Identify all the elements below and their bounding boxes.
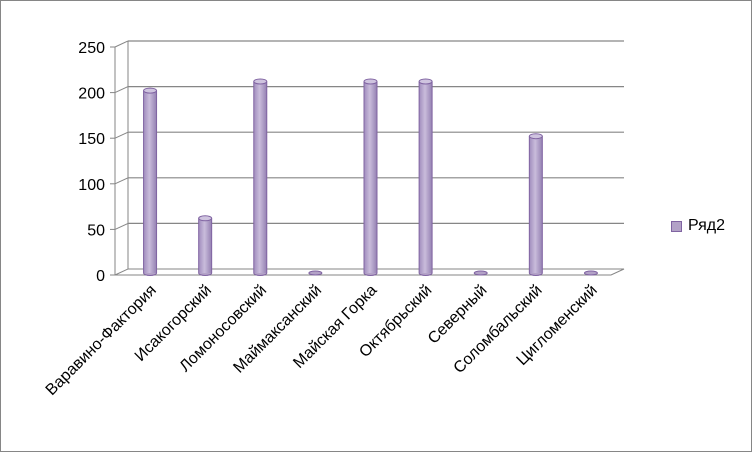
- bar-zero: [308, 270, 323, 276]
- legend: Ряд2: [671, 217, 725, 235]
- gridline-depth: [114, 222, 129, 230]
- bar-zero: [473, 270, 488, 276]
- bar: [308, 270, 323, 276]
- bar-top: [253, 78, 268, 85]
- bar-body: [529, 136, 543, 273]
- gridline-depth: [114, 40, 129, 48]
- bar-body: [253, 81, 267, 273]
- chart-floor: [114, 268, 625, 276]
- y-tick-label: 50: [87, 222, 105, 239]
- gridline-depth: [114, 177, 129, 185]
- bar: [253, 78, 268, 276]
- bar: [363, 78, 378, 276]
- bar-base: [528, 272, 543, 276]
- bar: [143, 87, 158, 276]
- bar-zero: [583, 270, 598, 276]
- bar-body: [364, 81, 377, 273]
- bar: [583, 270, 598, 276]
- bar: [418, 78, 433, 276]
- bar-top: [528, 133, 543, 140]
- gridline-depth: [114, 131, 129, 139]
- bar-base: [253, 272, 268, 276]
- bar-top: [418, 78, 433, 85]
- bar-top: [143, 87, 158, 94]
- chart-walls: [114, 41, 625, 276]
- y-tick-label: 250: [78, 40, 105, 57]
- x-category-label: Варавино-Фактория: [43, 282, 160, 399]
- bar: [528, 133, 543, 276]
- y-tick-label: 100: [78, 177, 105, 194]
- y-tick-label: 200: [78, 86, 105, 103]
- x-axis-categories: Варавино-ФакторияИсакогорскийЛомоносовск…: [43, 282, 601, 399]
- bar-top: [363, 78, 378, 85]
- bar-body: [198, 218, 212, 273]
- bar-base: [418, 272, 433, 276]
- bar: [198, 215, 213, 276]
- bar-base: [198, 272, 213, 276]
- gridline-depth: [114, 86, 129, 94]
- bar-top: [198, 215, 213, 222]
- bar-body: [419, 81, 433, 273]
- legend-swatch: [671, 220, 682, 232]
- bar-base: [143, 272, 158, 276]
- bar: [473, 270, 488, 276]
- y-tick-label: 0: [96, 268, 105, 285]
- bar-base: [363, 272, 378, 276]
- bar-series: [143, 78, 598, 276]
- legend-label: Ряд2: [688, 217, 726, 234]
- y-tick-label: 150: [78, 131, 105, 148]
- bar-body: [143, 90, 157, 273]
